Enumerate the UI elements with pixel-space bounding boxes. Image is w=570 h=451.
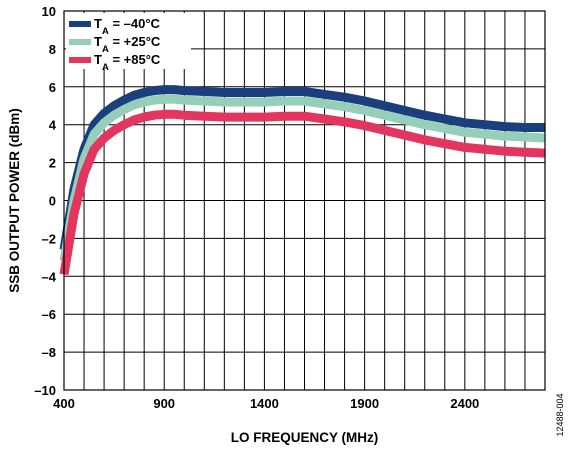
y-tick-label: –10 xyxy=(34,383,56,398)
x-axis-label: LO FREQUENCY (MHz) xyxy=(231,430,379,445)
y-tick-label: 6 xyxy=(49,80,56,95)
x-tick-label: 1900 xyxy=(350,396,379,411)
y-axis-label: SSB OUTPUT POWER (dBm) xyxy=(7,108,22,293)
grid xyxy=(64,11,545,390)
y-tick-label: –2 xyxy=(42,231,56,246)
legend-entry-label: TA = +25°C xyxy=(94,34,161,55)
y-tick-label: –4 xyxy=(42,269,57,284)
series-group xyxy=(59,85,546,276)
series-line-3 xyxy=(59,109,546,276)
y-tick-label: 0 xyxy=(49,194,56,209)
y-tick-label: –8 xyxy=(42,345,56,360)
y-tick-label: 8 xyxy=(49,42,56,57)
x-tick-label: 1400 xyxy=(250,396,279,411)
x-tick-label: 2400 xyxy=(450,396,479,411)
x-tick-label: 900 xyxy=(153,396,175,411)
y-tick-label: 2 xyxy=(49,156,56,171)
figure-number: 12488-004 xyxy=(555,393,565,436)
plot-frame xyxy=(63,10,546,391)
y-tick-label: 4 xyxy=(49,118,57,133)
series-line-2 xyxy=(59,94,546,262)
legend: TA = –40°CTA = +25°CTA = +85°C xyxy=(66,13,191,73)
legend-entry-label: TA = –40°C xyxy=(94,16,161,37)
tick-labels: –10 –8 –6 –4 –2 0 2 4 6 8 10 400 900 1400 1900 2400 xyxy=(34,4,479,411)
y-tick-label: 10 xyxy=(42,4,56,19)
legend-entry-label: TA = +85°C xyxy=(94,52,161,73)
x-tick-label: 400 xyxy=(53,396,75,411)
series-line-1 xyxy=(59,85,545,251)
y-tick-label: –6 xyxy=(42,307,56,322)
